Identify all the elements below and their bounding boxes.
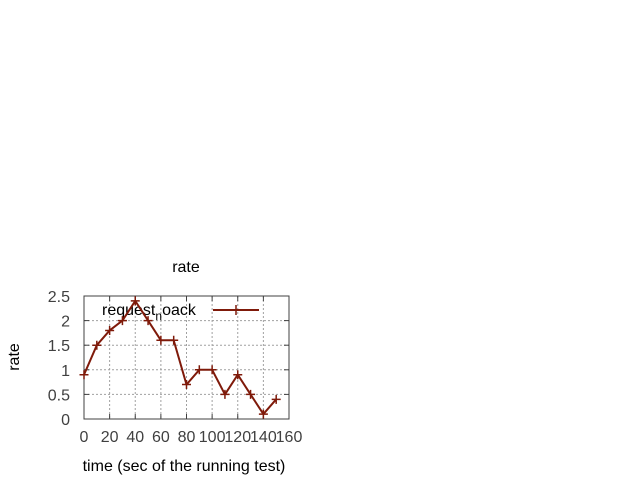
- data-point: [246, 389, 256, 399]
- data-point: [143, 316, 153, 326]
- data-point: [130, 296, 140, 306]
- data-point: [220, 389, 230, 399]
- data-point: [233, 370, 243, 380]
- x-tick-label: 20: [101, 429, 119, 446]
- data-point: [156, 335, 166, 345]
- data-point: [258, 409, 268, 419]
- y-tick-label: 0: [61, 412, 70, 429]
- y-axis-label: rate: [6, 343, 23, 371]
- y-tick-label: 2: [61, 314, 70, 331]
- series-group: [79, 296, 281, 419]
- y-tick-label: 1: [61, 363, 70, 380]
- plot-frame: [83, 295, 290, 420]
- legend-marker: [231, 305, 241, 315]
- legend: requestnoack: [102, 302, 259, 323]
- data-point: [169, 335, 179, 345]
- chart-title: rate: [172, 259, 200, 276]
- grid-lines: [84, 296, 289, 419]
- x-tick-label: 160: [276, 429, 303, 446]
- legend-label-tail: oack: [162, 302, 197, 319]
- y-tick-label: 1.5: [48, 338, 70, 355]
- series-line: [83, 299, 277, 416]
- data-point: [182, 380, 191, 390]
- data-point: [207, 365, 217, 375]
- x-tick-label: 40: [126, 429, 144, 446]
- x-tick-label: 140: [250, 429, 277, 446]
- data-point: [105, 325, 115, 335]
- y-tick-label: 0.5: [48, 387, 70, 404]
- data-point: [92, 340, 102, 350]
- x-tick-label: 60: [152, 429, 170, 446]
- legend-label-subscript: n: [155, 309, 162, 323]
- x-tick-label: 80: [178, 429, 196, 446]
- x-tick-label: 100: [199, 429, 226, 446]
- data-point: [194, 365, 204, 375]
- y-tick-label: 2.5: [48, 289, 70, 306]
- data-point: [271, 394, 281, 404]
- data-point: [117, 316, 127, 326]
- x-tick-label: 120: [224, 429, 251, 446]
- legend-label: requestnoack: [102, 302, 197, 323]
- x-tick-label: 0: [80, 429, 89, 446]
- x-axis-label: time (sec of the running test): [83, 458, 286, 475]
- data-point: [79, 370, 89, 380]
